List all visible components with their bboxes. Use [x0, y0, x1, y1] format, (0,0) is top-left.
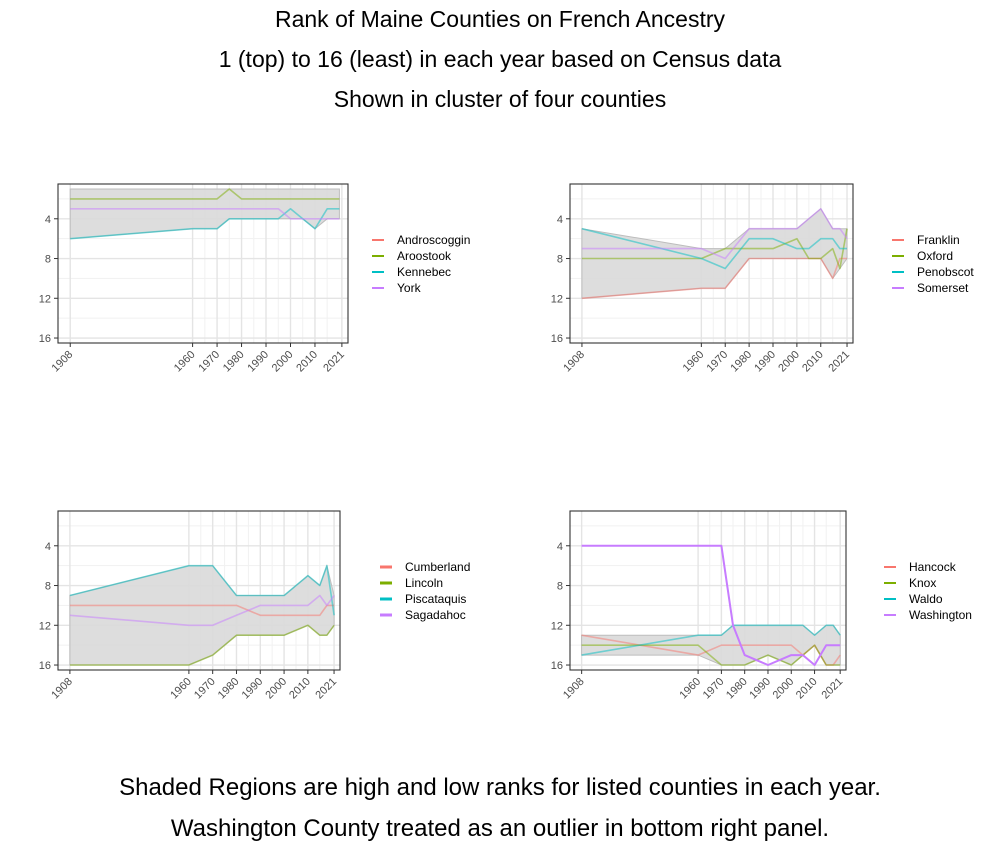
- x-tick-label: 2010: [287, 676, 313, 702]
- chart-title-line-3: Shown in cluster of four counties: [333, 86, 667, 112]
- y-tick-label: 16: [551, 333, 563, 345]
- x-tick-label: 1970: [192, 676, 218, 702]
- x-tick-label: 2000: [270, 349, 296, 375]
- series-line-penobscot: [581, 227, 847, 270]
- x-tick-label: 1960: [172, 349, 198, 375]
- legend: Franklin Oxford Penobscot Somerset: [892, 233, 974, 295]
- panel-border: [569, 183, 854, 344]
- y-tick-label: 16: [551, 660, 563, 672]
- x-tick-label: 1908: [50, 349, 76, 375]
- x-tick-label: 2000: [263, 676, 289, 702]
- legend-label-piscataquis: Piscataquis: [405, 592, 466, 606]
- footer-line-2: Washington County treated as an outlier …: [170, 815, 830, 842]
- series-line-oxford: [581, 228, 848, 270]
- y-tick-label: 8: [557, 581, 563, 593]
- series-line-york: [70, 208, 340, 220]
- x-tick-label: 2021: [313, 676, 339, 702]
- legend-label-somerset: Somerset: [917, 281, 969, 295]
- series-line-somerset: [581, 208, 848, 260]
- x-tick-label: 1970: [705, 349, 731, 375]
- y-tick-label: 4: [45, 541, 51, 553]
- footer-line-1: Shaded Regions are high and low ranks fo…: [119, 774, 881, 801]
- y-tick-label: 16: [39, 660, 51, 672]
- y-tick-label: 12: [39, 293, 51, 305]
- legend-label-hancock: Hancock: [909, 560, 957, 574]
- legend-label-oxford: Oxford: [917, 249, 953, 263]
- y-tick-label: 12: [551, 620, 563, 632]
- y-tick-label: 8: [557, 254, 563, 266]
- series-line-franklin: [581, 257, 847, 300]
- x-tick-label: 2021: [826, 349, 852, 375]
- x-tick-label: 2010: [794, 676, 820, 702]
- x-tick-label: 1970: [701, 676, 727, 702]
- x-tick-label: 1980: [724, 676, 750, 702]
- x-tick-label: 2010: [800, 349, 826, 375]
- legend-label-washington: Washington: [909, 608, 972, 622]
- y-tick-label: 8: [45, 581, 51, 593]
- legend-label-kennebec: Kennebec: [397, 265, 451, 279]
- x-tick-label: 1990: [752, 349, 778, 375]
- x-tick-label: 1970: [196, 349, 222, 375]
- y-tick-label: 12: [39, 620, 51, 632]
- y-tick-label: 4: [45, 214, 51, 226]
- legend-label-york: York: [397, 281, 422, 295]
- series-line-piscataquis: [69, 564, 335, 616]
- legend-label-aroostook: Aroostook: [397, 249, 452, 263]
- legend-label-lincoln: Lincoln: [405, 576, 443, 590]
- series-line-kennebec: [70, 208, 340, 240]
- legend-label-franklin: Franklin: [917, 233, 960, 247]
- legend: Hancock Knox Waldo Washington: [884, 560, 972, 622]
- y-tick-label: 4: [557, 541, 563, 553]
- legend-label-cumberland: Cumberland: [405, 560, 470, 574]
- legend-label-penobscot: Penobscot: [917, 265, 974, 279]
- chart-title-line-2: 1 (top) to 16 (least) in each year based…: [218, 46, 782, 72]
- x-tick-label: 2021: [321, 349, 347, 375]
- x-tick-label: 2021: [820, 676, 846, 702]
- legend-label-knox: Knox: [909, 576, 936, 590]
- x-tick-label: 2010: [294, 349, 320, 375]
- x-tick-label: 1990: [240, 676, 266, 702]
- chart-title-line-1: Rank of Maine Counties on French Ancestr…: [274, 6, 725, 32]
- legend-label-waldo: Waldo: [909, 592, 943, 606]
- panel-border: [57, 510, 341, 671]
- series-line-lincoln: [69, 624, 335, 666]
- legend-label-androscoggin: Androscoggin: [397, 233, 470, 247]
- legend: Cumberland Lincoln Piscataquis Sagadahoc: [380, 560, 470, 622]
- x-tick-label: 1990: [747, 676, 773, 702]
- series-line-aroostook: [70, 188, 340, 200]
- x-tick-label: 1908: [49, 676, 75, 702]
- panel-border: [57, 183, 349, 344]
- y-tick-label: 16: [39, 333, 51, 345]
- series-line-washington: [581, 544, 841, 666]
- legend: Androscoggin Aroostook Kennebec York: [372, 233, 470, 295]
- series-line-sagadahoc: [69, 594, 335, 627]
- x-tick-label: 1908: [561, 349, 587, 375]
- series-line-cumberland: [69, 604, 335, 617]
- y-tick-label: 8: [45, 254, 51, 266]
- x-tick-label: 2000: [776, 349, 802, 375]
- x-tick-label: 2000: [771, 676, 797, 702]
- series-line-waldo: [581, 624, 841, 656]
- x-tick-label: 1960: [677, 676, 703, 702]
- y-tick-label: 4: [557, 214, 563, 226]
- x-tick-label: 1960: [681, 349, 707, 375]
- y-tick-label: 12: [551, 293, 563, 305]
- x-tick-label: 1908: [561, 676, 587, 702]
- x-tick-label: 1990: [245, 349, 271, 375]
- x-tick-label: 1980: [221, 349, 247, 375]
- x-tick-label: 1980: [216, 676, 242, 702]
- x-tick-label: 1980: [728, 349, 754, 375]
- x-tick-label: 1960: [168, 676, 194, 702]
- legend-label-sagadahoc: Sagadahoc: [405, 608, 466, 622]
- panel-border: [569, 510, 847, 671]
